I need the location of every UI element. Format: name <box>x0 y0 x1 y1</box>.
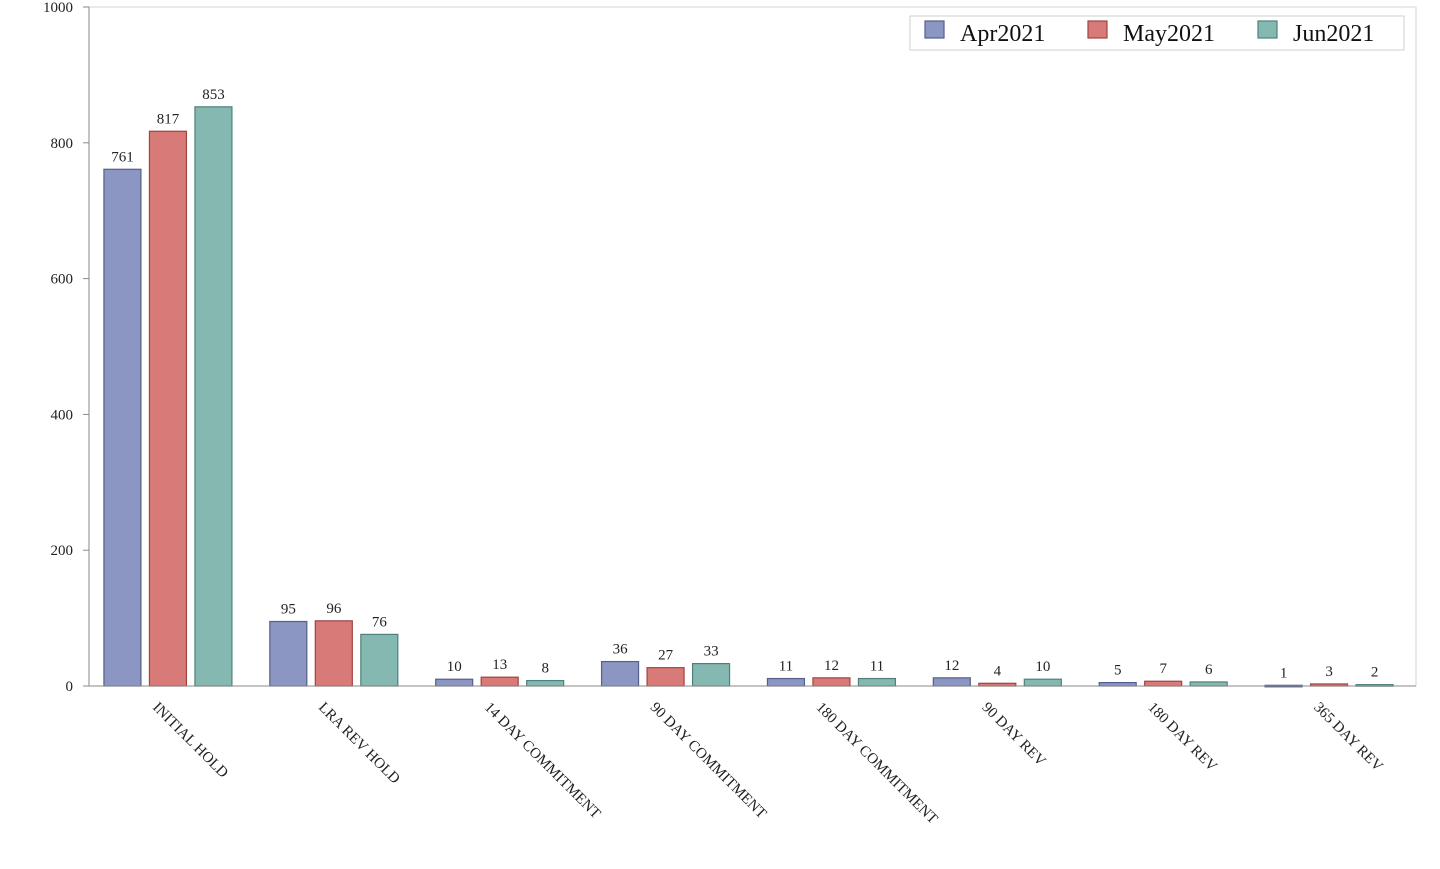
data-label: 10 <box>1035 659 1050 675</box>
data-label: 96 <box>326 601 342 617</box>
bar-may2021-5 <box>812 677 851 687</box>
data-label: 11 <box>779 659 793 675</box>
legend: Apr2021 May2021 Jun2021 <box>909 15 1405 51</box>
data-label: 95 <box>281 601 296 617</box>
data-label: 76 <box>372 614 388 630</box>
bar-jun2021-6 <box>1023 678 1062 687</box>
y-tick-label: 1000 <box>43 0 73 16</box>
data-label: 36 <box>613 642 629 658</box>
x-tick-label: INITIAL HOLD <box>149 700 231 782</box>
bar-jun2021-3 <box>526 679 565 687</box>
y-tick-label: 0 <box>66 679 74 695</box>
bar-apr2021-6 <box>932 677 971 687</box>
data-label: 27 <box>658 648 674 664</box>
bar-jun2021-4 <box>691 662 731 687</box>
bar-apr2021-3 <box>435 678 474 687</box>
data-label: 817 <box>157 111 180 127</box>
plot-frame <box>88 6 1417 687</box>
data-label: 11 <box>870 659 884 675</box>
data-label: 3 <box>1325 664 1333 680</box>
data-label: 6 <box>1205 662 1213 678</box>
bar-apr2021-4 <box>600 660 640 687</box>
legend-label-apr2021: Apr2021 <box>960 21 1045 47</box>
legend-label-jun2021: Jun2021 <box>1293 21 1374 47</box>
x-tick-label: 180 DAY COMMITMENT <box>813 700 941 828</box>
legend-swatch-may2021 <box>1087 20 1108 39</box>
legend-label-may2021: May2021 <box>1123 21 1215 47</box>
data-label: 13 <box>492 657 507 673</box>
bar-apr2021-2 <box>269 620 308 687</box>
bar-apr2021-7 <box>1098 682 1137 687</box>
legend-box <box>909 15 1405 51</box>
bar-jun2021-5 <box>857 677 897 687</box>
legend-swatch-apr2021 <box>924 20 945 39</box>
bar-jun2021-7 <box>1189 681 1228 687</box>
bar-jun2021-2 <box>360 633 399 687</box>
data-label: 761 <box>111 149 134 165</box>
data-label: 2 <box>1371 665 1379 681</box>
y-axis: 0 200 400 600 800 1000 <box>43 0 90 695</box>
x-tick-label: 365 DAY REV <box>1310 700 1385 775</box>
data-label: 1 <box>1280 665 1288 681</box>
bar-may2021-1 <box>148 130 188 687</box>
plot-border <box>88 6 1417 687</box>
bar-may2021-3 <box>480 676 519 687</box>
x-axis: INITIAL HOLD LRA REV HOLD 14 DAY COMMITMEN… <box>89 685 1416 828</box>
bar-apr2021-5 <box>766 677 806 687</box>
bar-jun2021-1 <box>194 106 233 687</box>
data-label: 5 <box>1114 663 1122 679</box>
data-label: 12 <box>824 658 839 674</box>
y-tick-label: 200 <box>51 543 74 559</box>
data-label: 10 <box>447 659 462 675</box>
bar-may2021-2 <box>314 620 353 687</box>
x-tick-label: 180 DAY REV <box>1144 700 1219 775</box>
bar-apr2021-1 <box>103 168 142 687</box>
x-tick-label: 90 DAY REV <box>978 700 1048 770</box>
x-tick-label: 14 DAY COMMITMENT <box>481 700 603 822</box>
data-label: 7 <box>1159 661 1167 677</box>
y-tick-label: 800 <box>51 136 74 152</box>
x-tick-label: 90 DAY COMMITMENT <box>647 700 769 822</box>
data-label: 8 <box>541 661 549 677</box>
data-label: 853 <box>202 87 225 103</box>
data-label: 33 <box>704 644 719 660</box>
y-tick-label: 400 <box>51 407 74 423</box>
x-tick-label: LRA REV HOLD <box>315 700 403 788</box>
bar-may2021-7 <box>1144 680 1183 687</box>
bar-may2021-4 <box>646 667 685 687</box>
y-tick-label: 600 <box>51 272 74 288</box>
data-label: 12 <box>944 658 959 674</box>
data-label: 4 <box>994 663 1002 679</box>
legend-swatch-jun2021 <box>1257 20 1278 39</box>
